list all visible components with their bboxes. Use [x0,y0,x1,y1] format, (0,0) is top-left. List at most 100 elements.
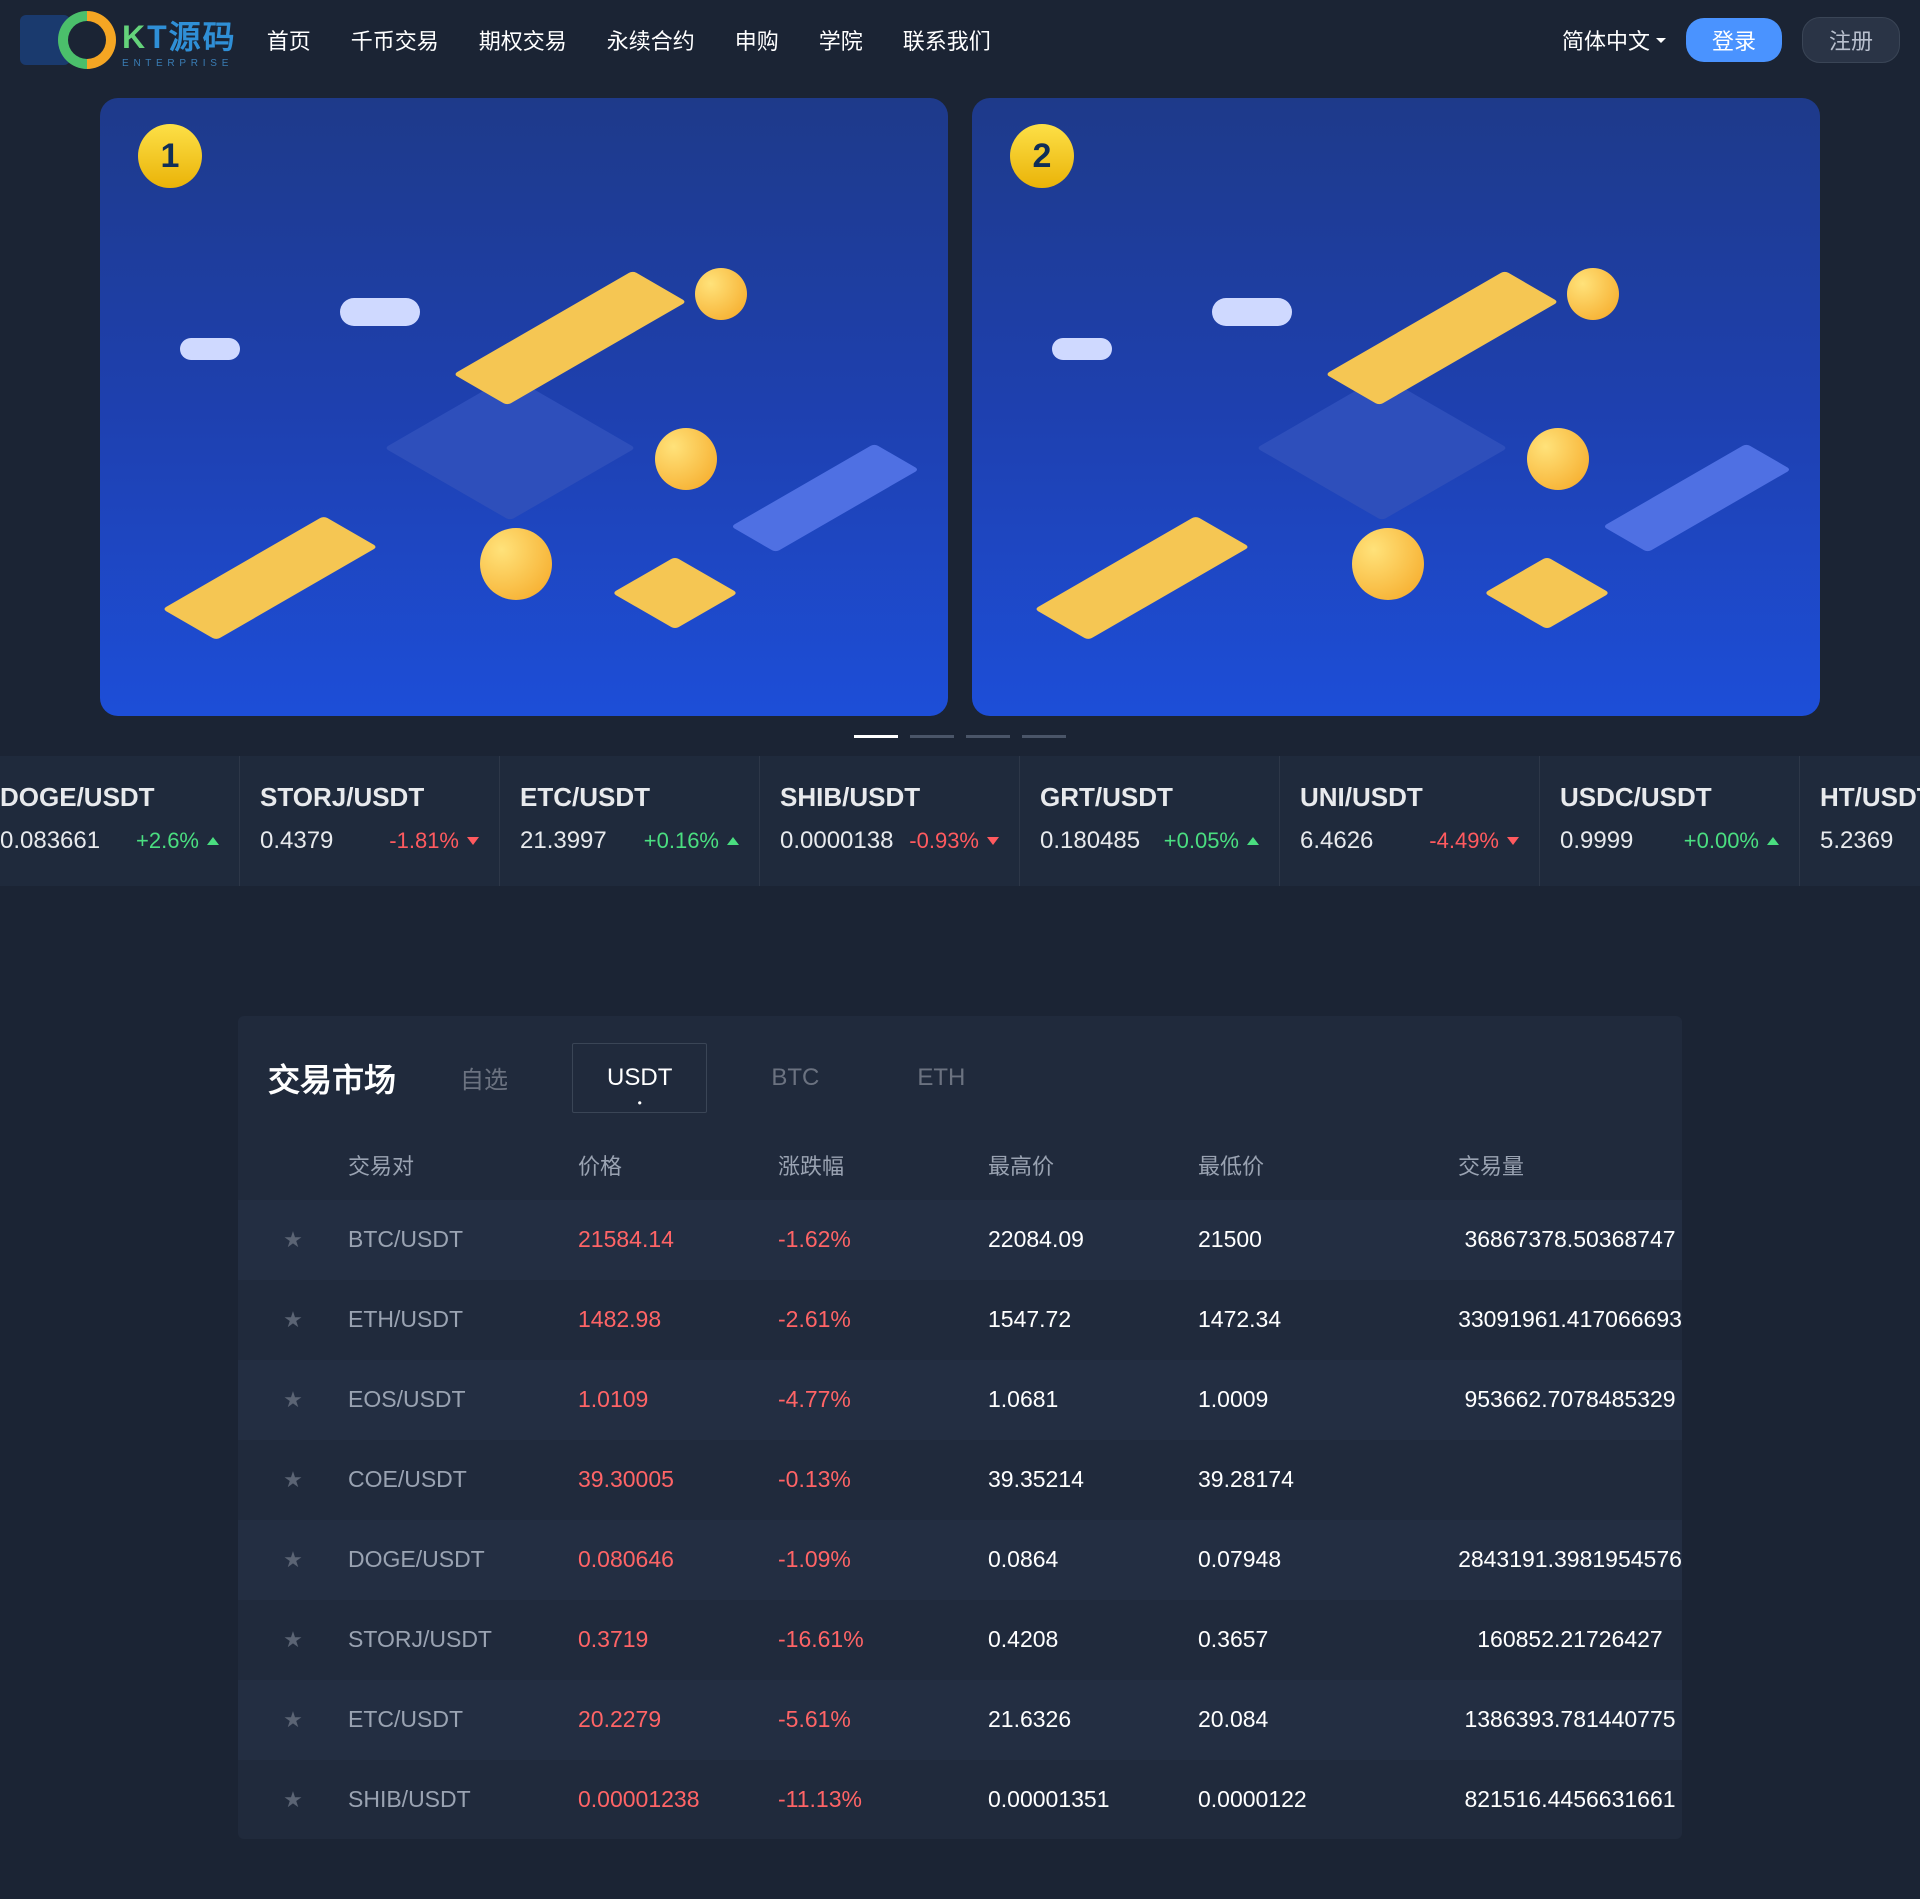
star-icon[interactable]: ★ [283,1787,303,1812]
ticker-change: -4.49% [1429,828,1519,854]
row-high: 0.00001351 [988,1760,1198,1840]
main-nav: 首页 千币交易 期权交易 永续合约 申购 学院 联系我们 [267,24,991,56]
logo-char-2: 源 [169,19,203,55]
table-row[interactable]: ★ ETC/USDT 20.2279 -5.61% 21.6326 20.084… [238,1680,1682,1760]
row-low: 39.28174 [1198,1440,1458,1520]
nav-academy[interactable]: 学院 [819,24,863,56]
nav-ieo[interactable]: 申购 [735,24,779,56]
logo-char-0: K [122,19,147,55]
ticker-change: +0.00% [1684,828,1779,854]
nav-perpetual[interactable]: 永续合约 [607,24,695,56]
ticker-price: 21.3997 [520,827,607,855]
row-low: 21500 [1198,1200,1458,1280]
nav-contact[interactable]: 联系我们 [903,24,991,56]
header: KT源码 E N T E R P R I S E 首页 千币交易 期权交易 永续… [0,0,1920,80]
market-tab-usdt[interactable]: USDT [572,1043,707,1113]
table-row[interactable]: ★ COE/USDT 39.30005 -0.13% 39.35214 39.2… [238,1440,1682,1520]
row-vol: 36867378.50368747 [1458,1200,1682,1280]
register-button[interactable]: 注册 [1802,17,1900,63]
ticker-change: -1.81% [389,828,479,854]
hero-card-2[interactable]: 2 [972,98,1820,716]
logo-char-3: 码 [203,19,237,55]
row-price: 21584.14 [578,1200,778,1280]
col-low: 最低价 [1198,1131,1458,1200]
logo-swirl-icon [58,11,116,69]
ticker-pair: ETC/USDT [520,782,739,813]
row-high: 1.0681 [988,1360,1198,1440]
arrow-down-icon [467,837,479,845]
star-icon[interactable]: ★ [283,1467,303,1492]
row-price: 0.3719 [578,1600,778,1680]
row-change: -1.62% [778,1200,988,1280]
nav-home[interactable]: 首页 [267,24,311,56]
table-row[interactable]: ★ EOS/USDT 1.0109 -4.77% 1.0681 1.0009 9… [238,1360,1682,1440]
col-change: 涨跌幅 [778,1131,988,1200]
ticker-item[interactable]: UNI/USDT 6.4626 -4.49% [1280,756,1540,886]
indicator-3[interactable] [1022,735,1066,738]
row-vol: 2843191.3981954576 [1458,1520,1682,1600]
row-price: 1.0109 [578,1360,778,1440]
ticker-item[interactable]: STORJ/USDT 0.4379 -1.81% [240,756,500,886]
star-icon[interactable]: ★ [283,1387,303,1412]
market-tab-btc[interactable]: BTC [737,1044,853,1112]
nav-spot[interactable]: 千币交易 [351,24,439,56]
ticker-item[interactable]: ETC/USDT 21.3997 +0.16% [500,756,760,886]
market-header: 交易市场 自选 USDT BTC ETH [238,1016,1682,1115]
market-tab-fav[interactable]: 自选 [426,1040,542,1115]
row-change: -0.13% [778,1440,988,1520]
ticker-change: -0.93% [909,828,999,854]
ticker-pair: SHIB/USDT [780,782,999,813]
row-low: 0.0000122 [1198,1760,1458,1840]
star-icon[interactable]: ★ [283,1627,303,1652]
arrow-up-icon [1767,837,1779,845]
carousel-indicators [854,735,1066,738]
hero: 1 2 [0,80,1920,756]
ticker-pair: UNI/USDT [1300,782,1519,813]
nav-options[interactable]: 期权交易 [479,24,567,56]
col-high: 最高价 [988,1131,1198,1200]
star-icon[interactable]: ★ [283,1227,303,1252]
ticker-item[interactable]: GRT/USDT 0.180485 +0.05% [1020,756,1280,886]
ticker-item[interactable]: SHIB/USDT 0.0000138 -0.93% [760,756,1020,886]
star-icon[interactable]: ★ [283,1707,303,1732]
ticker-item[interactable]: HT/USDT 5.2369 [1800,756,1920,886]
table-row[interactable]: ★ BTC/USDT 21584.14 -1.62% 22084.09 2150… [238,1200,1682,1280]
row-high: 1547.72 [988,1280,1198,1360]
row-vol: 821516.4456631661 [1458,1760,1682,1840]
arrow-up-icon [727,837,739,845]
indicator-1[interactable] [910,735,954,738]
star-icon[interactable]: ★ [283,1547,303,1572]
row-low: 1.0009 [1198,1360,1458,1440]
table-row[interactable]: ★ SHIB/USDT 0.00001238 -11.13% 0.0000135… [238,1760,1682,1840]
row-pair: SHIB/USDT [348,1760,578,1840]
row-pair: BTC/USDT [348,1200,578,1280]
ticker-price: 0.4379 [260,827,333,855]
row-high: 0.4208 [988,1600,1198,1680]
market-title: 交易市场 [268,1055,396,1101]
row-vol [1458,1440,1682,1520]
ticker-price: 6.4626 [1300,827,1373,855]
table-row[interactable]: ★ STORJ/USDT 0.3719 -16.61% 0.4208 0.365… [238,1600,1682,1680]
indicator-0[interactable] [854,735,898,738]
star-icon[interactable]: ★ [283,1307,303,1332]
table-row[interactable]: ★ ETH/USDT 1482.98 -2.61% 1547.72 1472.3… [238,1280,1682,1360]
ticker-item[interactable]: DOGE/USDT 0.083661 +2.6% [0,756,240,886]
header-left: KT源码 E N T E R P R I S E 首页 千币交易 期权交易 永续… [20,11,991,69]
hero-card-1[interactable]: 1 [100,98,948,716]
arrow-down-icon [1507,837,1519,845]
row-price: 0.00001238 [578,1760,778,1840]
language-select[interactable]: 简体中文 [1562,24,1666,56]
market-table: 交易对 价格 涨跌幅 最高价 最低价 交易量 ★ BTC/USDT 21584.… [238,1131,1682,1839]
row-vol: 1386393.781440775 [1458,1680,1682,1760]
logo-text: KT源码 E N T E R P R I S E [122,12,237,69]
logo[interactable]: KT源码 E N T E R P R I S E [20,11,237,69]
login-button[interactable]: 登录 [1686,18,1782,62]
ticker-item[interactable]: USDC/USDT 0.9999 +0.00% [1540,756,1800,886]
market-tab-eth[interactable]: ETH [883,1044,999,1112]
ticker-price: 0.9999 [1560,827,1633,855]
indicator-2[interactable] [966,735,1010,738]
ticker-change: +2.6% [136,828,219,854]
table-row[interactable]: ★ DOGE/USDT 0.080646 -1.09% 0.0864 0.079… [238,1520,1682,1600]
row-pair: STORJ/USDT [348,1600,578,1680]
col-price: 价格 [578,1131,778,1200]
